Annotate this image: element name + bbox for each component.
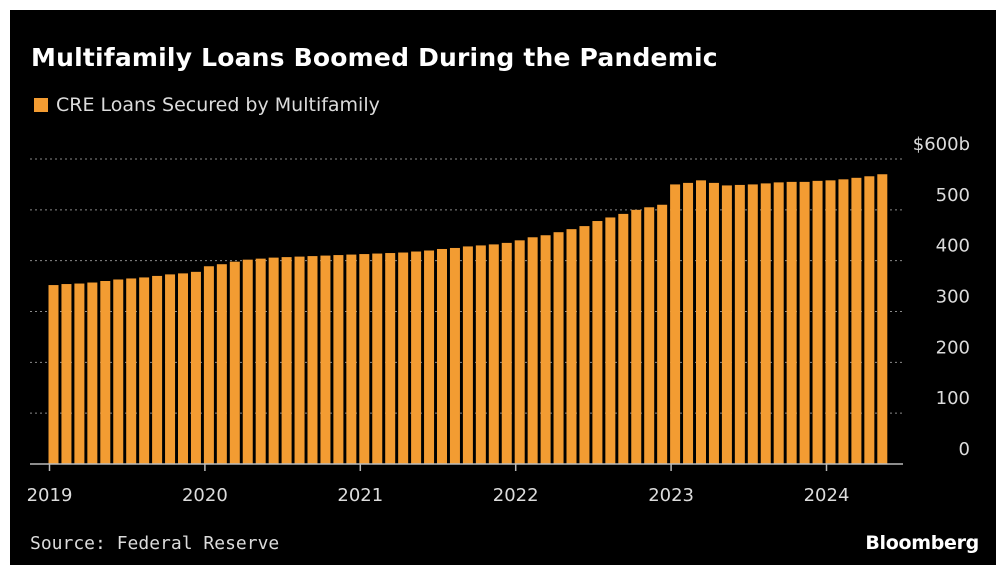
bar [488,244,499,464]
bar [708,182,719,464]
bar [152,275,163,464]
x-tick-label: 2020 [182,485,228,506]
bar [294,256,305,464]
bar [734,184,745,464]
chart-title: Multifamily Loans Boomed During the Pand… [31,43,718,72]
bar [87,282,98,464]
bar [165,274,176,464]
bar [851,177,862,464]
bar [877,174,888,464]
y-tick-label: 200 [936,337,970,358]
bar [372,253,383,464]
bar [48,285,59,464]
bar [203,266,214,464]
source-note: Source: Federal Reserve [30,533,280,554]
bar [644,207,655,465]
bar [74,283,85,464]
bar [786,181,797,465]
bar [178,273,188,465]
bar [229,261,240,464]
bar [385,253,396,464]
y-tick-label: 500 [936,185,970,206]
bar [398,252,409,464]
bar [424,250,435,464]
bar [812,180,823,465]
bar [307,256,318,464]
bars [48,174,888,465]
bar [475,245,486,464]
legend-swatch [34,98,48,112]
bar [540,235,551,464]
bar [501,242,512,465]
bar [527,237,538,464]
bar [553,232,564,464]
bar [747,184,758,465]
x-tick-label: 2024 [804,485,850,506]
bar [437,248,447,464]
bar [320,255,331,464]
bar [605,217,616,464]
legend: CRE Loans Secured by Multifamily [34,94,380,116]
bar [864,176,875,464]
bar [566,229,577,464]
x-tick-label: 2022 [493,485,539,506]
bar [514,240,525,464]
chart-container: Multifamily Loans Boomed During the Pand… [10,10,996,565]
bar [126,278,137,464]
bar [683,182,694,464]
bar [721,185,732,464]
y-tick-label: 100 [936,388,970,409]
bar [411,251,422,464]
y-tick-label: 400 [936,236,970,257]
y-tick-label: 300 [936,287,970,308]
bar [696,180,706,464]
x-axis: 2019 2020 2021 2022 2023 2024 [27,463,903,506]
bar [618,213,629,464]
bar [359,254,370,464]
y-tick-label: $600b [913,134,970,155]
legend-label: CRE Loans Secured by Multifamily [56,94,380,116]
y-axis-ticks: 0 100 200 300 400 500 $600b [913,134,970,460]
y-tick-label: 0 [959,439,970,460]
bar [100,281,111,464]
bar [346,254,357,464]
bloomberg-logo: Bloomberg [865,532,979,554]
bar [139,277,150,464]
bar [255,258,266,464]
bar [113,279,124,464]
x-tick-label: 2019 [27,485,73,506]
bar [838,179,849,464]
bar [281,257,292,464]
bar [670,184,681,465]
bar [61,284,72,464]
x-tick-label: 2023 [648,485,694,506]
bar [579,226,590,464]
bar [462,246,473,464]
bar [592,221,603,464]
bar [190,271,201,464]
x-tick-label: 2021 [337,485,383,506]
bar [449,247,460,464]
bar [242,259,253,464]
bar [268,257,279,464]
bar [216,264,227,464]
bar [657,204,668,464]
bar [773,182,784,464]
bar [825,180,836,464]
bar [333,255,344,464]
bar [760,183,771,464]
bar [799,181,810,465]
bar [631,209,642,464]
